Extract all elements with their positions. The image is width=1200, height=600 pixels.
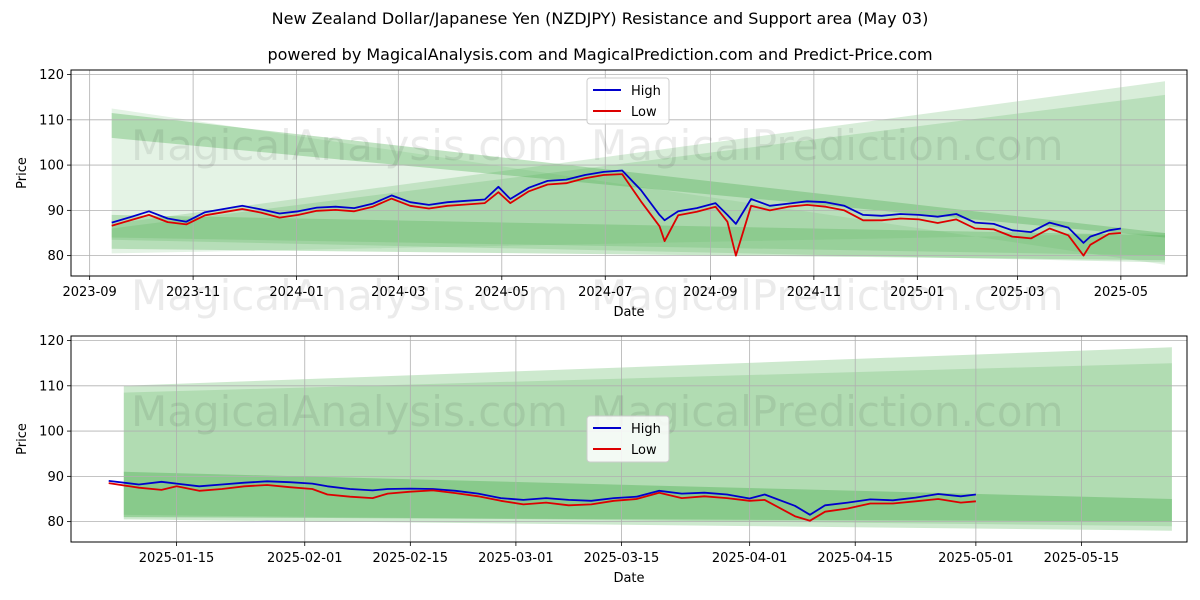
series-line-low xyxy=(111,173,1121,257)
series-lines xyxy=(108,480,977,522)
x-tick-label: 2025-02-01 xyxy=(267,551,343,566)
x-tick-label: 2025-02-15 xyxy=(373,551,449,566)
legend-label-low: Low xyxy=(631,105,657,120)
x-tick-label: 2024-05 xyxy=(475,285,529,300)
band-2 xyxy=(111,113,1166,238)
x-tick-label: 2023-11 xyxy=(166,285,220,300)
y-axis-label: Price xyxy=(15,157,30,189)
chart-panel-1: 80 90 100 110 120 2023-09 2023-11 2024-01 2024-0… xyxy=(15,68,1188,320)
x-tick-label: 2025-03-01 xyxy=(478,551,554,566)
watermark-analysis: MagicalAnalysis.com xyxy=(131,121,568,170)
x-axis-label: Date xyxy=(613,571,644,586)
y-tick-label: 110 xyxy=(39,113,64,128)
y-axis-label: Price xyxy=(15,423,30,455)
y-tick-label: 90 xyxy=(47,470,64,485)
x-axis-label: Date xyxy=(613,305,644,320)
x-tick-label: 2023-09 xyxy=(62,285,116,300)
x-tick-label: 2025-05-01 xyxy=(938,551,1014,566)
x-tick-label: 2025-05 xyxy=(1094,285,1148,300)
y-tick-label: 100 xyxy=(39,425,64,440)
x-tick-label: 2025-03-15 xyxy=(584,551,660,566)
y-tick-label: 100 xyxy=(39,159,64,174)
chart-subtitle: powered by MagicalAnalysis.com and Magic… xyxy=(267,45,933,64)
series-lines xyxy=(111,169,1122,257)
band-5 xyxy=(111,214,1166,261)
support-resistance-bands xyxy=(111,81,1166,265)
x-tick-label: 2024-03 xyxy=(371,285,425,300)
watermark-analysis: MagicalAnalysis.com xyxy=(131,271,568,320)
legend: High Low xyxy=(586,77,670,125)
x-tick-label: 2025-01 xyxy=(890,285,944,300)
x-tick-label: 2025-05-15 xyxy=(1044,551,1120,566)
series-line-high xyxy=(111,169,1122,244)
x-tick-label: 2024-01 xyxy=(269,285,323,300)
y-tick-label: 120 xyxy=(39,334,64,349)
watermark-prediction: MagicalPrediction.com xyxy=(591,387,1064,436)
y-tick-label: 80 xyxy=(47,515,64,530)
x-tick-label: 2025-03 xyxy=(990,285,1044,300)
y-tick-label: 90 xyxy=(47,204,64,219)
band-3 xyxy=(111,81,1166,263)
plot-frame xyxy=(70,335,1188,543)
legend-label-high: High xyxy=(631,422,661,437)
y-tick-label: 120 xyxy=(39,68,64,83)
legend-label-low: Low xyxy=(631,443,657,458)
chart-title: New Zealand Dollar/Japanese Yen (NZDJPY)… xyxy=(271,9,929,28)
y-tick-label: 110 xyxy=(39,379,64,394)
x-tick-label: 2025-04-01 xyxy=(712,551,788,566)
watermark-analysis: MagicalAnalysis.com xyxy=(131,387,568,436)
x-tick-label: 2024-07 xyxy=(578,285,632,300)
plot-frame xyxy=(70,69,1188,277)
x-tick-label: 2025-04-15 xyxy=(817,551,893,566)
watermark-prediction: MagicalPrediction.com xyxy=(591,121,1064,170)
legend: High Low xyxy=(586,415,670,463)
x-tick-label: 2024-09 xyxy=(683,285,737,300)
watermark-prediction: MagicalPrediction.com xyxy=(591,271,1064,320)
y-tick-label: 80 xyxy=(47,249,64,264)
x-tick-label: 2025-01-15 xyxy=(139,551,215,566)
series-line-low xyxy=(108,482,976,522)
legend-label-high: High xyxy=(631,84,661,99)
x-tick-label: 2024-11 xyxy=(787,285,841,300)
series-line-high xyxy=(108,480,977,516)
chart-panel-2: 80 90 100 110 120 2025-01-15 2025-02-01 2025-02… xyxy=(15,334,1188,586)
band-4 xyxy=(111,94,1166,256)
